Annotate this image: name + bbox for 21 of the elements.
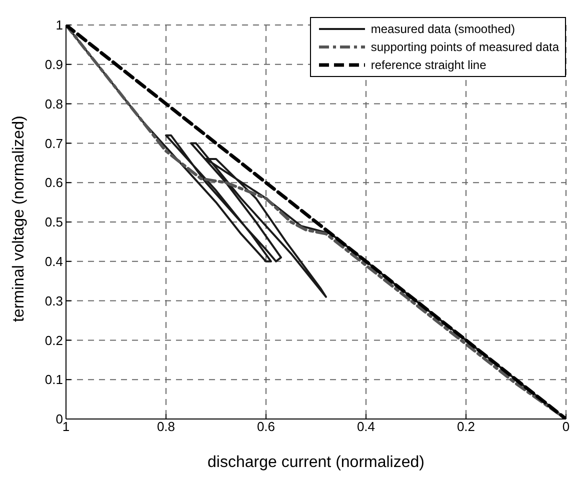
legend-label: reference straight line xyxy=(370,57,486,74)
x-axis-title: discharge current (normalized) xyxy=(208,454,424,471)
x-tick-label: 0.6 xyxy=(256,419,276,434)
x-tick-label: 0.2 xyxy=(456,419,476,434)
legend-label: supporting points of measured data xyxy=(370,39,559,56)
y-tick-label: 0.1 xyxy=(44,372,63,388)
y-tick-label: 0.7 xyxy=(44,136,63,151)
y-tick-label: 0.5 xyxy=(44,214,63,230)
y-tick-label: 0.4 xyxy=(44,254,63,270)
x-tick-label: 0.4 xyxy=(356,419,376,434)
y-tick-label: 0.8 xyxy=(44,96,63,112)
x-tick-label: 0.8 xyxy=(156,419,176,434)
y-tick-label: 0.9 xyxy=(44,57,63,72)
y-axis-title: terminal voltage (normalized) xyxy=(10,116,28,322)
legend-label: measured data (smoothed) xyxy=(370,21,515,38)
y-tick-label: 0.2 xyxy=(44,332,63,348)
line-series xyxy=(66,25,566,419)
y-tick-label: 0.6 xyxy=(44,175,63,190)
x-tick-label: 0 xyxy=(562,419,570,434)
y-tick-label: 1 xyxy=(56,18,63,33)
y-tick-label: 0.3 xyxy=(44,293,63,308)
